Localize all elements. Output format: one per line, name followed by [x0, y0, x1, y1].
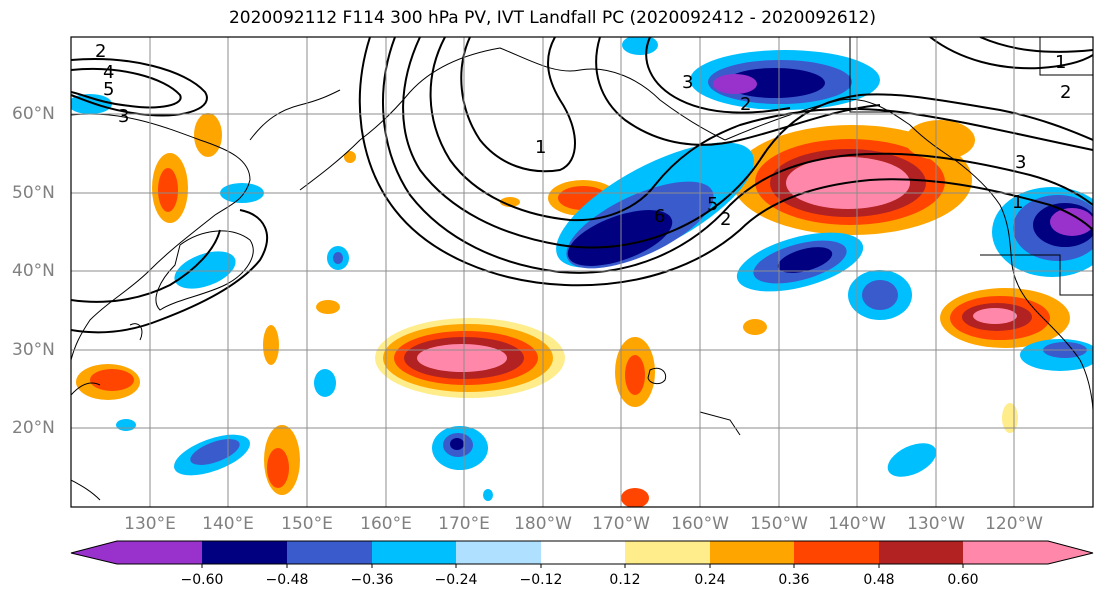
pv-contours: [71, 37, 1093, 334]
contour-label: 3: [1015, 152, 1026, 173]
contour-label: 2: [740, 94, 751, 115]
contour-label: 1: [1012, 192, 1023, 213]
colorbar-tick-label: −0.48: [265, 572, 309, 588]
colorbar-tick-label: 0.60: [947, 572, 979, 588]
lat-label-60n: 60°N: [12, 104, 55, 124]
lon-label: 170°E: [438, 514, 490, 534]
graticule: [71, 37, 1093, 507]
lon-label: 140°W: [828, 514, 886, 534]
colorbar-tick-label: −0.60: [180, 572, 224, 588]
lon-label: 150°E: [281, 514, 333, 534]
contour-label: 3: [118, 106, 129, 127]
lon-label: 150°W: [750, 514, 808, 534]
colorbar-tick-label: 0.48: [863, 572, 895, 588]
colorbar-tick-label: −0.12: [519, 572, 563, 588]
contour-label: 2: [720, 209, 731, 230]
contour-label: 1: [535, 137, 546, 158]
lon-label: 160°W: [671, 514, 729, 534]
lon-label: 130°W: [907, 514, 965, 534]
lon-label: 180°W: [514, 514, 572, 534]
lat-label-40n: 40°N: [12, 261, 55, 281]
contour-label: 3: [682, 72, 693, 93]
colorbar-tick-label: −0.24: [434, 572, 478, 588]
lat-label-30n: 30°N: [12, 340, 55, 360]
contour-label: 6: [654, 206, 665, 227]
colorbar-tick-label: 0.24: [694, 572, 726, 588]
contour-label: 2: [1060, 82, 1071, 103]
lat-label-20n: 20°N: [12, 418, 55, 438]
lon-label: 160°E: [360, 514, 412, 534]
lon-label: 120°W: [985, 514, 1043, 534]
contour-label: 2: [95, 41, 106, 62]
colorbar: [70, 540, 1094, 568]
contour-label: 1: [1055, 52, 1066, 73]
lon-label: 170°W: [592, 514, 650, 534]
contour-label: 5: [707, 194, 718, 215]
map-title: 2020092112 F114 300 hPa PV, IVT Landfall…: [228, 8, 876, 28]
positive-anomaly-shading: [76, 113, 1070, 507]
lat-label-50n: 50°N: [12, 183, 55, 203]
colorbar-tick-label: −0.36: [350, 572, 394, 588]
contour-label: 5: [103, 79, 114, 100]
lon-label: 130°E: [124, 514, 176, 534]
contour-label: 4: [103, 62, 114, 83]
lon-label: 140°E: [202, 514, 254, 534]
colorbar-tick-label: 0.12: [609, 572, 641, 588]
colorbar-tick-label: 0.36: [778, 572, 810, 588]
